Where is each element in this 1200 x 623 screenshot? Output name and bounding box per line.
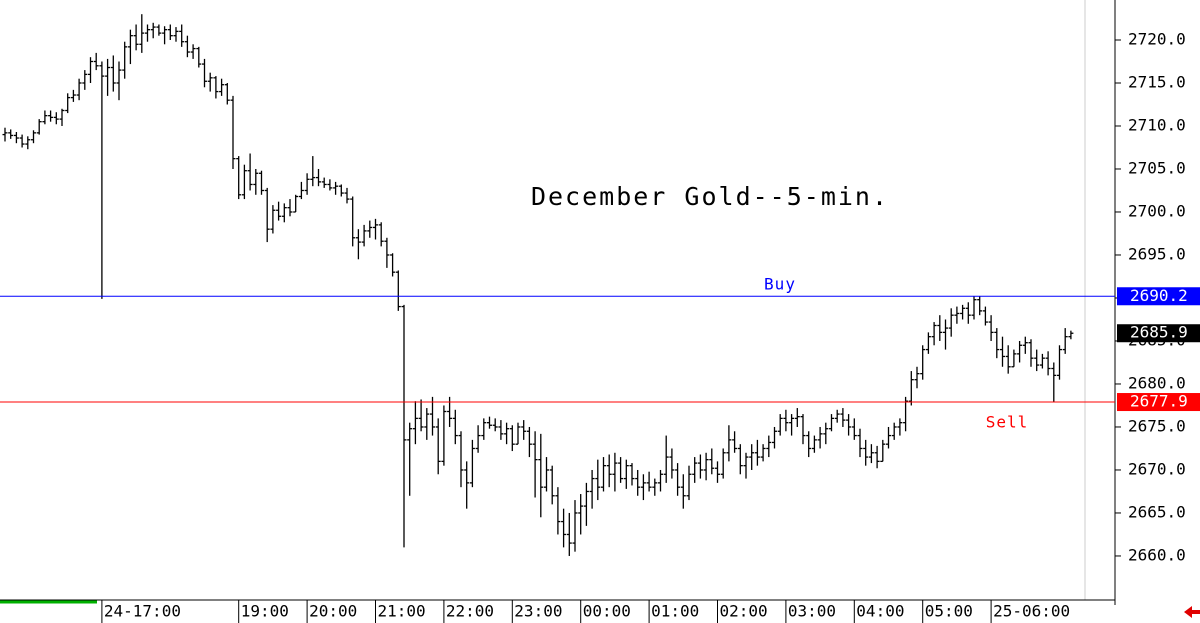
level-value: 2690.2 <box>1130 286 1188 305</box>
y-tick-label: 2670.0 <box>1128 459 1186 478</box>
x-tick-label: 24-17:00 <box>104 602 181 621</box>
level-box <box>1117 393 1200 412</box>
x-tick-label: 00:00 <box>583 602 631 621</box>
y-tick-label: 2710.0 <box>1128 115 1186 134</box>
level-value: 2677.9 <box>1130 392 1188 411</box>
y-tick-label: 2680.0 <box>1128 373 1186 392</box>
x-tick-label: 25-06:00 <box>993 602 1070 621</box>
x-tick-label: 21:00 <box>378 602 426 621</box>
x-tick-label: 02:00 <box>720 602 768 621</box>
x-tick-label: 01:00 <box>651 602 699 621</box>
scroll-arrow <box>1184 606 1200 618</box>
y-tick-label: 2660.0 <box>1128 545 1186 564</box>
x-tick-label: 05:00 <box>925 602 973 621</box>
x-tick-label: 04:00 <box>856 602 904 621</box>
x-tick-label: 23:00 <box>514 602 562 621</box>
x-tick-label: 22:00 <box>446 602 494 621</box>
y-tick-label: 2700.0 <box>1128 201 1186 220</box>
y-tick-label: 2720.0 <box>1128 29 1186 48</box>
x-tick-label: 03:00 <box>788 602 836 621</box>
y-tick-label: 2705.0 <box>1128 158 1186 177</box>
y-tick-label: 2695.0 <box>1128 244 1186 263</box>
last-price: 2685.9 <box>1130 323 1188 342</box>
last-price-box <box>1117 324 1200 343</box>
y-tick-label: 2715.0 <box>1128 72 1186 91</box>
x-tick-label: 19:00 <box>241 602 289 621</box>
x-tick-label: 20:00 <box>309 602 357 621</box>
level-box <box>1117 287 1200 306</box>
y-tick-label: 2675.0 <box>1128 416 1186 435</box>
chart-title: December Gold--5-min. <box>531 182 889 211</box>
y-tick-label: 2665.0 <box>1128 502 1186 521</box>
level-name: Buy <box>764 275 796 294</box>
level-name: Sell <box>986 413 1029 432</box>
